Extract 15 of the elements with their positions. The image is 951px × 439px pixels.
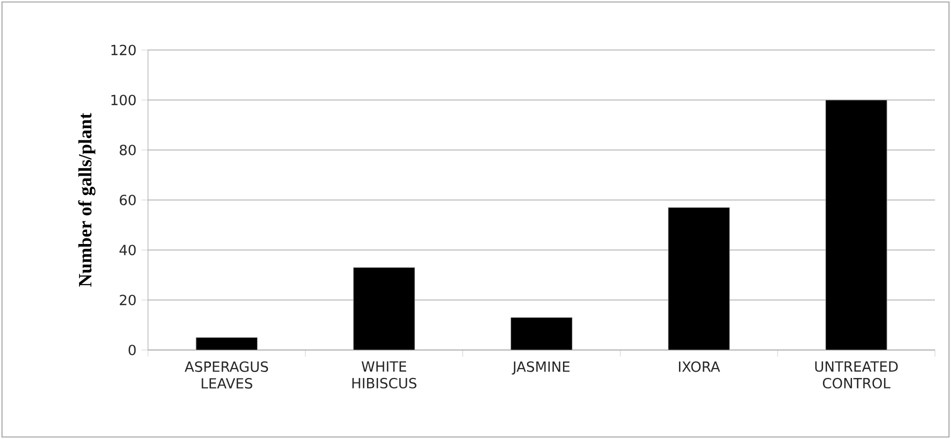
- x-tick-label: WHITE HIBISCUS: [352, 361, 416, 388]
- bar: [196, 337, 258, 350]
- x-tick-label: UNTREATED CONTROL: [815, 361, 898, 388]
- y-tick-label: 80: [120, 144, 136, 156]
- y-tick-label: 20: [120, 294, 136, 306]
- y-tick-label: 0: [128, 344, 136, 356]
- bar: [510, 317, 572, 350]
- y-tick-label: 120: [111, 44, 136, 56]
- x-tick-label: IXORA: [678, 361, 720, 372]
- y-tick-label: 100: [111, 94, 136, 106]
- y-tick-label: 60: [120, 194, 136, 206]
- y-axis-title: Number of galls/plant: [78, 112, 96, 287]
- y-tick-label: 40: [120, 244, 136, 256]
- x-tick-label: JASMINE: [512, 361, 570, 375]
- x-tick-label: ASPERAGUS LEAVES: [184, 361, 268, 389]
